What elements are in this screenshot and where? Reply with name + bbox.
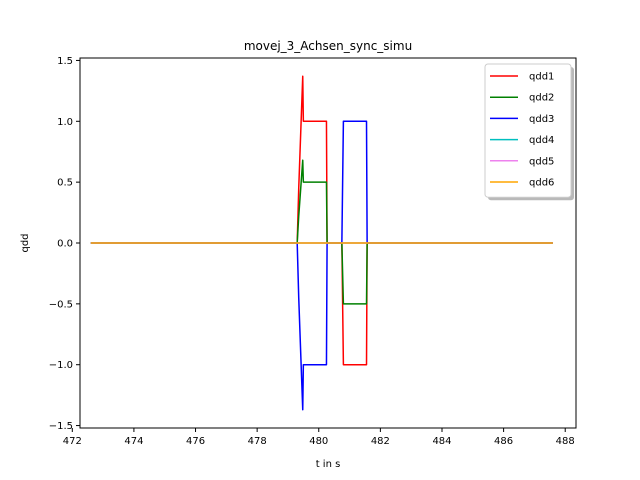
legend-label-qdd5: qdd5 <box>529 156 554 167</box>
y-axis: −1.5 −1.0 −0.5 0.0 0.5 1.0 1.5 <box>49 56 80 432</box>
legend-label-qdd6: qdd6 <box>529 178 554 189</box>
legend-label-qdd4: qdd4 <box>529 135 554 146</box>
x-tick-label: 482 <box>371 436 390 447</box>
y-tick-label: −0.5 <box>49 299 73 310</box>
legend: qdd1 qdd2 qdd3 qdd4 qdd5 qdd6 <box>484 63 574 201</box>
x-tick-label: 488 <box>556 436 575 447</box>
x-tick-label: 484 <box>432 436 451 447</box>
series-layer <box>90 75 553 411</box>
x-tick-label: 478 <box>248 436 267 447</box>
y-tick-label: 0.0 <box>57 239 73 250</box>
series-line-qdd3 <box>90 120 553 411</box>
x-axis: 472 474 476 478 480 482 484 486 488 <box>63 428 575 447</box>
x-tick-label: 476 <box>186 436 205 447</box>
y-tick-label: 1.0 <box>57 117 73 128</box>
x-tick-label: 472 <box>63 436 82 447</box>
y-tick-label: −1.0 <box>49 360 73 371</box>
y-axis-label: qdd <box>20 233 31 252</box>
y-tick-label: 0.5 <box>57 178 73 189</box>
legend-label-qdd1: qdd1 <box>529 72 554 83</box>
series-line-qdd1 <box>90 75 553 366</box>
legend-label-qdd3: qdd3 <box>529 114 554 125</box>
y-tick-label: −1.5 <box>49 421 73 432</box>
chart-title: movej_3_Achsen_sync_simu <box>244 39 412 53</box>
series-line-qdd2 <box>90 159 553 305</box>
legend-box <box>484 63 572 198</box>
x-axis-label: t in s <box>316 459 341 470</box>
x-tick-label: 480 <box>309 436 328 447</box>
x-tick-label: 474 <box>124 436 143 447</box>
x-tick-label: 486 <box>494 436 513 447</box>
y-tick-label: 1.5 <box>57 56 73 67</box>
legend-label-qdd2: qdd2 <box>529 93 554 104</box>
